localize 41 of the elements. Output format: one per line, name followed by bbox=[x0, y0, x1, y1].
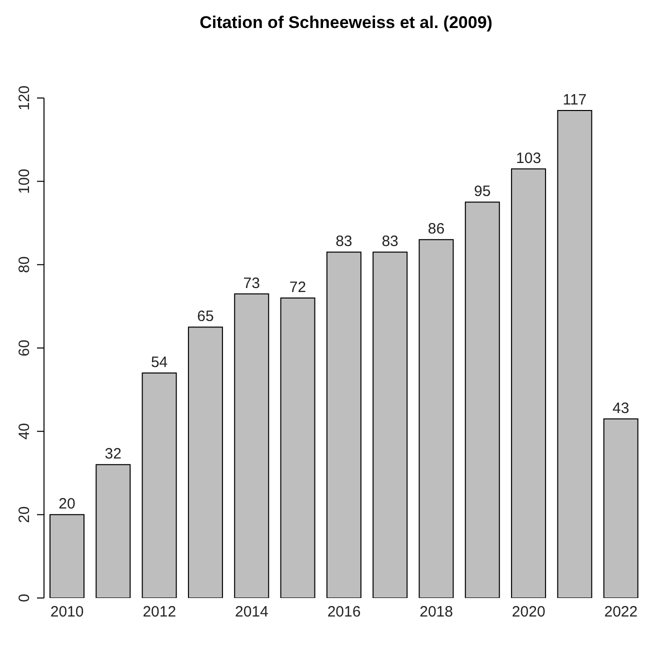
x-tick-label: 2020 bbox=[512, 604, 546, 621]
data-label: 72 bbox=[289, 279, 306, 296]
bar bbox=[464, 202, 500, 598]
bar bbox=[557, 110, 592, 598]
data-label: 32 bbox=[104, 446, 122, 463]
y-tick-label: 100 bbox=[16, 168, 33, 194]
y-tick-label: 120 bbox=[16, 85, 33, 111]
x-tick-label: 2018 bbox=[420, 604, 453, 621]
data-label: 43 bbox=[612, 400, 630, 417]
bar bbox=[280, 298, 316, 598]
bar bbox=[142, 372, 177, 598]
data-label: 83 bbox=[336, 233, 352, 250]
data-label: 86 bbox=[428, 220, 445, 238]
x-tick-label: 2022 bbox=[604, 604, 638, 621]
bar bbox=[511, 168, 546, 598]
bar bbox=[372, 252, 408, 598]
bar bbox=[326, 252, 362, 598]
bar bbox=[96, 464, 131, 598]
x-tick-label: 2016 bbox=[327, 604, 361, 621]
data-label: 20 bbox=[58, 496, 76, 513]
bar bbox=[418, 239, 454, 598]
bar bbox=[50, 514, 84, 598]
data-label: 95 bbox=[474, 183, 491, 200]
x-tick-label: 2012 bbox=[142, 604, 176, 621]
y-tick-label: 0 bbox=[16, 594, 33, 602]
bar bbox=[188, 326, 223, 598]
x-tick-label: 2010 bbox=[50, 604, 84, 621]
y-tick-label: 20 bbox=[16, 506, 33, 524]
data-label: 83 bbox=[382, 233, 398, 250]
y-tick-label: 80 bbox=[16, 256, 33, 274]
bar bbox=[234, 293, 270, 598]
x-tick-label: 2014 bbox=[235, 604, 268, 621]
data-label: 65 bbox=[197, 308, 214, 326]
y-tick-label: 40 bbox=[16, 422, 33, 440]
data-label: 54 bbox=[150, 354, 168, 371]
data-label: 73 bbox=[243, 274, 260, 292]
y-tick-label: 60 bbox=[16, 340, 33, 356]
data-label: 103 bbox=[516, 150, 542, 167]
bar bbox=[603, 418, 638, 598]
data-label: 117 bbox=[562, 92, 587, 108]
chart-title: Citation of Schneeweiss et al. (2009) bbox=[198, 12, 494, 34]
